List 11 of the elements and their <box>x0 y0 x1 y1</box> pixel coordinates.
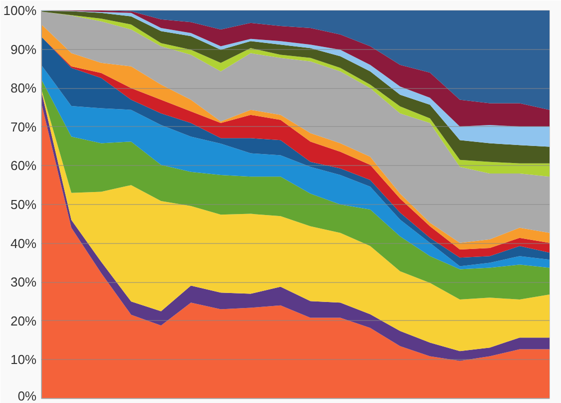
y-tick-label: 40% <box>10 236 37 251</box>
y-tick-label: 0% <box>18 388 37 403</box>
y-tick-label: 90% <box>10 42 37 57</box>
y-tick-label: 30% <box>10 274 37 290</box>
y-tick-label: 10% <box>10 352 37 368</box>
y-tick-label: 100% <box>3 3 37 18</box>
y-tick-label: 80% <box>10 80 37 96</box>
y-tick-label: 50% <box>10 197 37 212</box>
y-tick-label: 70% <box>10 119 37 134</box>
y-tick-label: 60% <box>10 158 37 174</box>
y-tick-label: 20% <box>10 313 37 328</box>
